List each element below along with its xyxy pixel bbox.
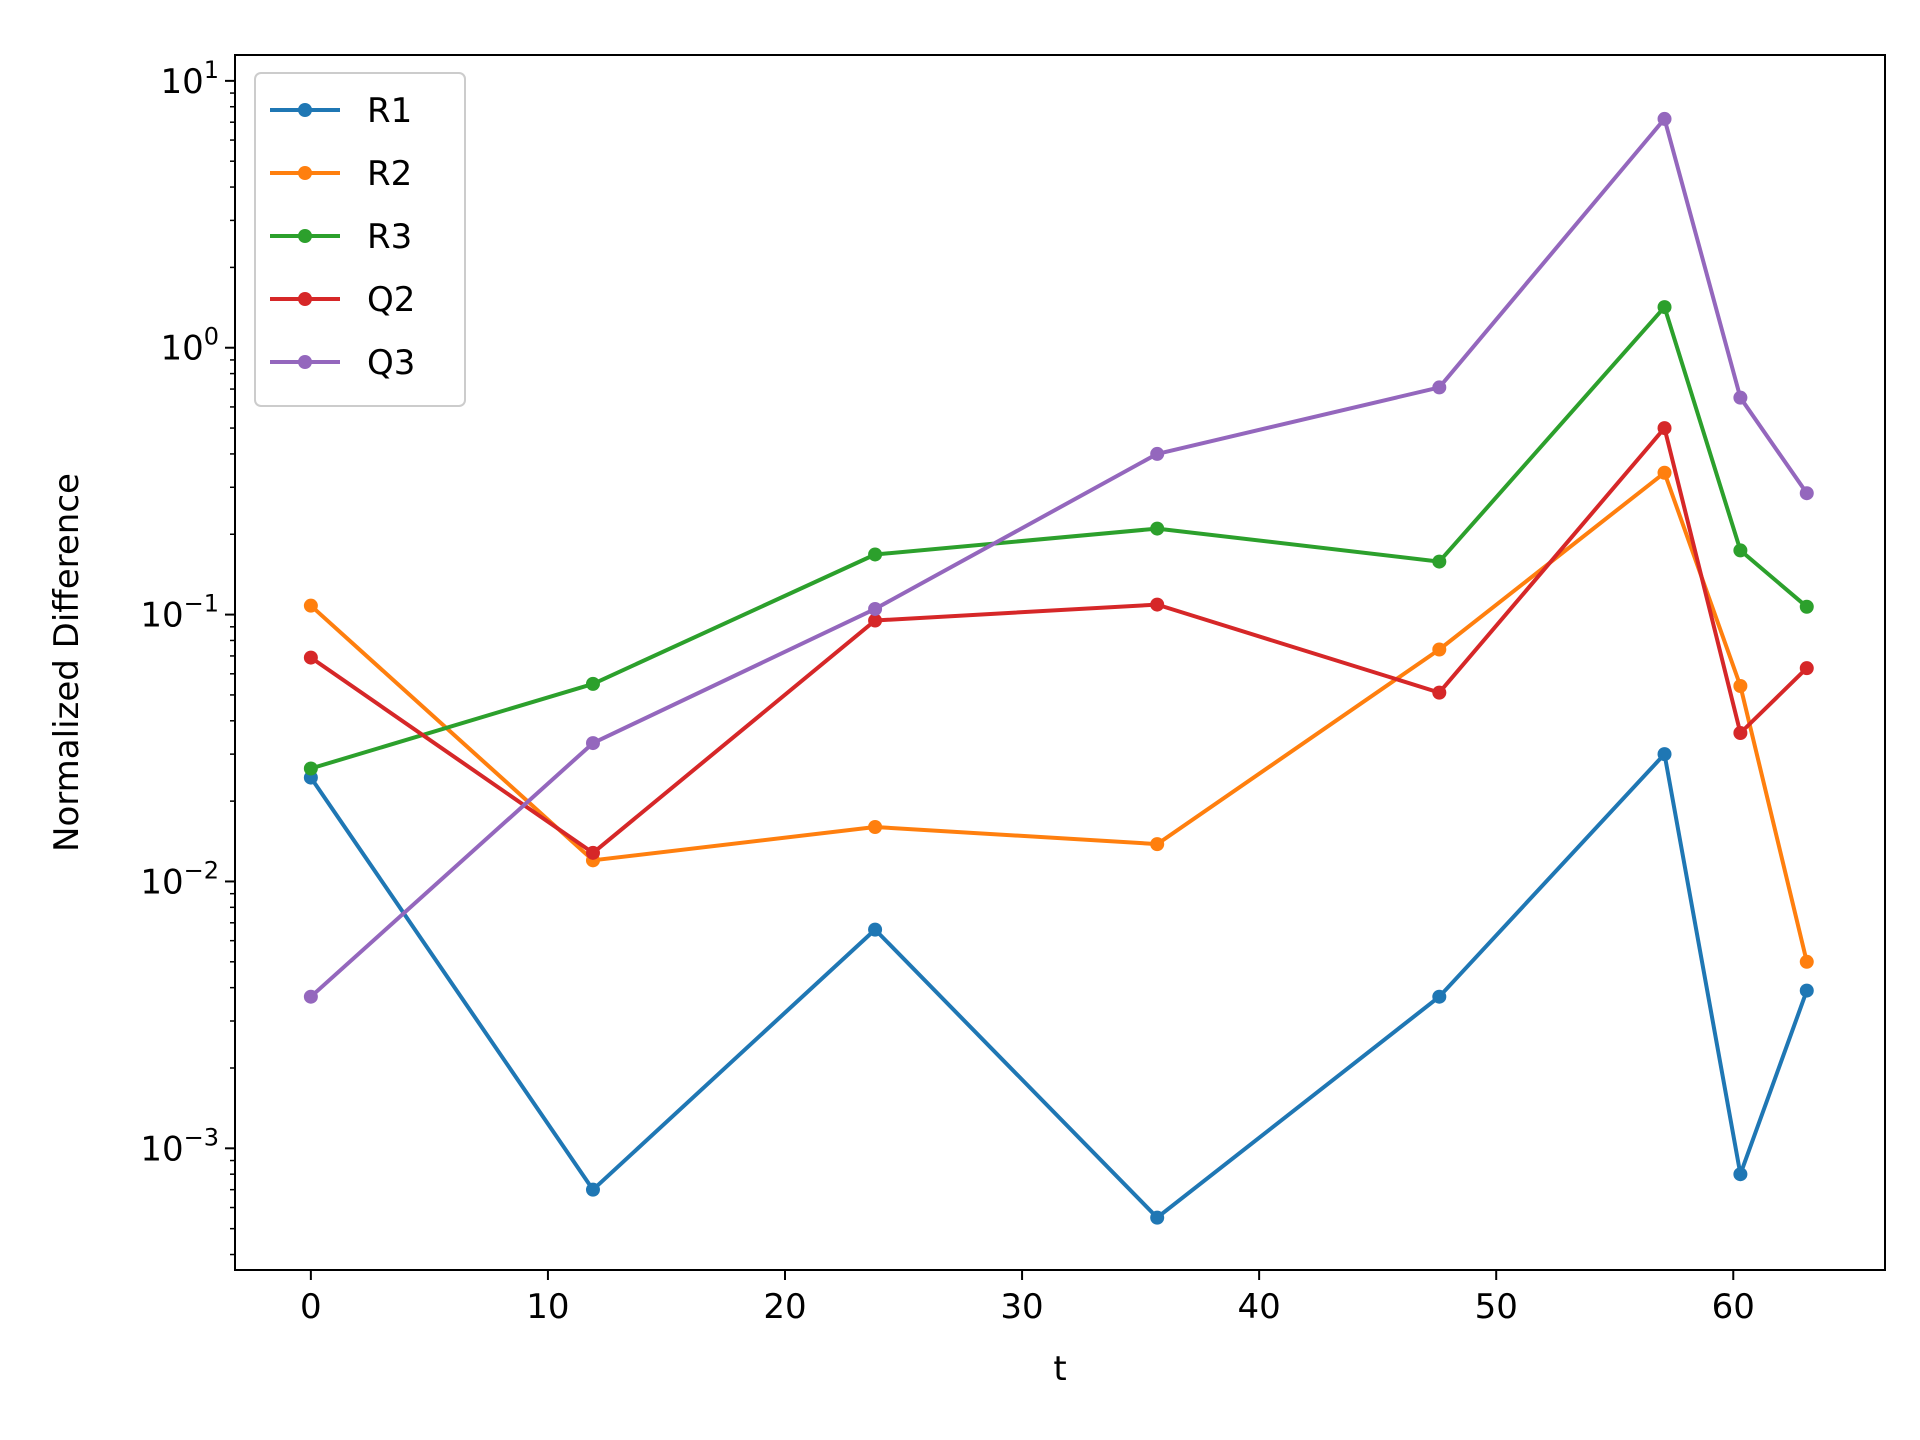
series-line-q3 [309,116,1809,999]
data-point-r2 [303,598,318,613]
legend-box [254,72,466,407]
data-point-q3 [1733,390,1748,405]
data-point-r3 [868,547,883,562]
y-tick-label: 10−2 [140,856,219,902]
y-tick-label: 100 [160,323,219,369]
x-tick-label: 30 [1000,1287,1043,1327]
data-point-r2 [868,819,883,834]
x-tick-label: 40 [1238,1287,1281,1327]
x-axis-label: t [1053,1349,1066,1389]
data-point-q3 [1432,380,1447,395]
y-tick-label: 10−3 [140,1123,219,1169]
data-point-q2 [868,613,883,628]
data-point-q3 [1150,446,1165,461]
data-point-r1 [1657,747,1672,762]
y-tick-label: 101 [160,56,219,102]
series-q2 [303,421,1814,860]
legend-swatch-marker [298,355,312,369]
legend-item-q3: Q3 [270,343,415,383]
data-point-r1 [585,1182,600,1197]
legend-label: Q2 [367,280,415,320]
series-r1 [303,747,1814,1225]
data-point-r2 [1150,837,1165,852]
x-axis: 0 10 20 30 40 50 60 [300,1270,1755,1327]
series-r3 [303,300,1814,776]
data-point-q2 [1150,597,1165,612]
data-point-q2 [303,650,318,665]
data-point-r1 [1150,1210,1165,1225]
legend-label: R1 [367,91,412,131]
data-point-r3 [303,761,318,776]
series-line-r3 [310,305,1809,771]
series-line-r2 [309,470,1809,963]
legend-item-q2: Q2 [270,280,415,320]
data-point-q3 [1657,111,1672,126]
legend-label: R3 [367,217,412,257]
legend-item-r2: R2 [270,154,412,194]
plot-frame [234,54,1886,1271]
data-point-r2 [1733,679,1748,694]
data-point-q3 [1799,486,1814,501]
y-tick-label: 10−1 [140,590,219,636]
legend: R1 R2 R3 Q2 Q3 [254,72,466,407]
series-q3 [303,111,1814,1004]
data-point-r3 [1799,599,1814,614]
legend-label: R2 [367,154,412,194]
data-point-q2 [1657,421,1672,436]
series-layer [303,111,1814,1225]
data-point-q2 [1432,685,1447,700]
data-point-r3 [1733,543,1748,558]
x-tick-label: 50 [1475,1287,1518,1327]
series-line-r1 [309,752,1809,1220]
legend-swatch-marker [298,166,312,180]
x-tick-label: 10 [526,1287,569,1327]
data-point-q3 [868,601,883,616]
x-tick-label: 0 [300,1287,322,1327]
data-point-r3 [1657,300,1672,315]
data-point-r2 [1657,465,1672,480]
data-point-r1 [868,922,883,937]
data-point-r1 [1432,989,1447,1004]
data-point-q3 [303,989,318,1004]
data-point-r2 [1799,954,1814,969]
data-point-q2 [1799,661,1814,676]
legend-item-r3: R3 [270,217,412,257]
data-point-q2 [585,845,600,860]
legend-item-r1: R1 [270,91,412,131]
data-point-r1 [1799,983,1814,998]
data-point-r2 [1432,642,1447,657]
data-point-r3 [1150,521,1165,536]
series-r2 [303,465,1814,969]
legend-swatch-marker [298,103,312,117]
x-tick-label: 60 [1712,1287,1755,1327]
legend-swatch-marker [298,292,312,306]
data-point-r1 [1733,1167,1748,1182]
legend-label: Q3 [367,343,415,383]
data-point-r3 [585,676,600,691]
x-tick-label: 20 [763,1287,806,1327]
data-point-q2 [1733,726,1748,741]
legend-swatch-marker [298,229,312,243]
data-point-q3 [585,736,600,751]
y-axis-label: Normalized Difference [47,473,87,852]
series-line-q2 [309,426,1809,855]
y-axis: 10−3 10−2 10−1 100 101 [140,56,235,1256]
data-point-r3 [1432,554,1447,569]
